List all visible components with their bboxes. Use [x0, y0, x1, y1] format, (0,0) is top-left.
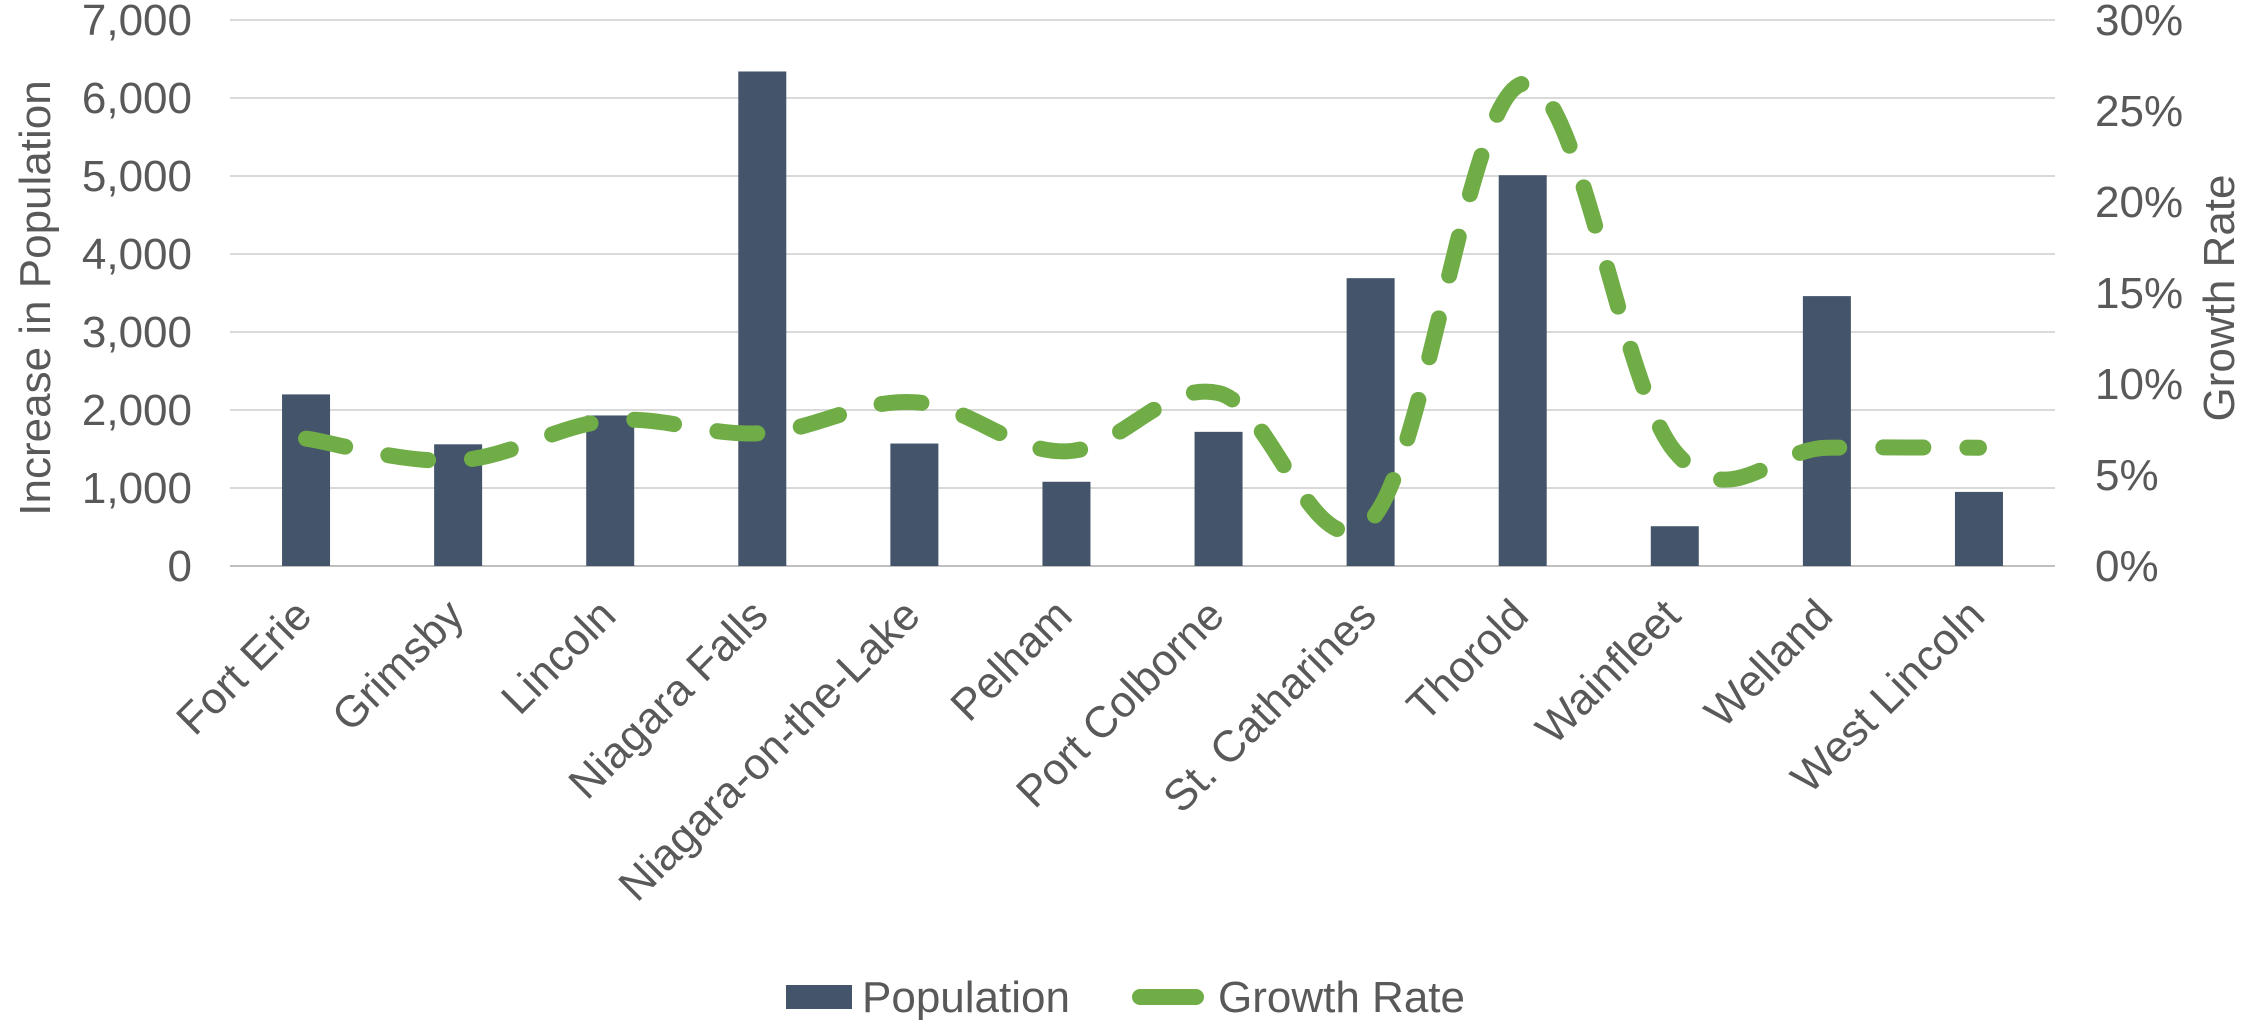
bar	[890, 443, 939, 566]
right-axis-title: Growth Rate	[2195, 175, 2244, 422]
y2-tick-label: 15%	[2095, 269, 2183, 318]
category-label: Wainfleet	[1527, 590, 1690, 753]
legend-label-growth-rate: Growth Rate	[1218, 973, 1465, 1020]
bar-series	[282, 71, 2003, 566]
gridlines	[230, 19, 2055, 567]
y2-tick-label: 5%	[2095, 451, 2159, 500]
category-label: Grimsby	[323, 590, 473, 740]
category-label: Thorold	[1398, 590, 1538, 730]
y2-tick-label: 20%	[2095, 178, 2183, 227]
y-tick-label: 4,000	[82, 230, 192, 279]
legend-swatch-population	[786, 985, 852, 1009]
bar	[1346, 278, 1395, 566]
bar	[586, 415, 635, 566]
y2-tick-label: 10%	[2095, 360, 2183, 409]
y-tick-label: 7,000	[82, 0, 192, 45]
bar	[1802, 296, 1851, 566]
category-label: Welland	[1695, 590, 1841, 736]
y2-tick-label: 0%	[2095, 542, 2159, 591]
category-label: Fort Erie	[167, 590, 321, 744]
bar	[1194, 431, 1243, 566]
legend: Population Growth Rate	[786, 973, 1465, 1020]
bar	[1498, 175, 1547, 566]
y-tick-label: 5,000	[82, 152, 192, 201]
y2-tick-label: 25%	[2095, 87, 2183, 136]
y-tick-label: 1,000	[82, 464, 192, 513]
left-axis-title: Increase in Population	[11, 80, 60, 515]
right-axis-ticks: 0% 5% 10% 15% 20% 25% 30%	[2095, 0, 2183, 591]
y-tick-label: 3,000	[82, 308, 192, 357]
bar	[282, 394, 331, 566]
bar	[1042, 481, 1091, 566]
bar	[738, 71, 787, 566]
y-tick-label: 0	[168, 542, 192, 591]
line-series	[298, 75, 1987, 540]
category-label: Niagara-on-the-Lake	[609, 590, 929, 910]
category-label: Pelham	[941, 590, 1081, 730]
growth-rate-line	[298, 75, 1987, 540]
y2-tick-label: 30%	[2095, 0, 2183, 45]
legend-label-population: Population	[862, 973, 1070, 1020]
bar	[1954, 491, 2003, 566]
category-label: Lincoln	[492, 590, 625, 723]
bar	[1650, 526, 1699, 566]
left-axis-ticks: 0 1,000 2,000 3,000 4,000 5,000 6,000 7,000	[82, 0, 192, 591]
y-tick-label: 2,000	[82, 386, 192, 435]
y-tick-label: 6,000	[82, 74, 192, 123]
